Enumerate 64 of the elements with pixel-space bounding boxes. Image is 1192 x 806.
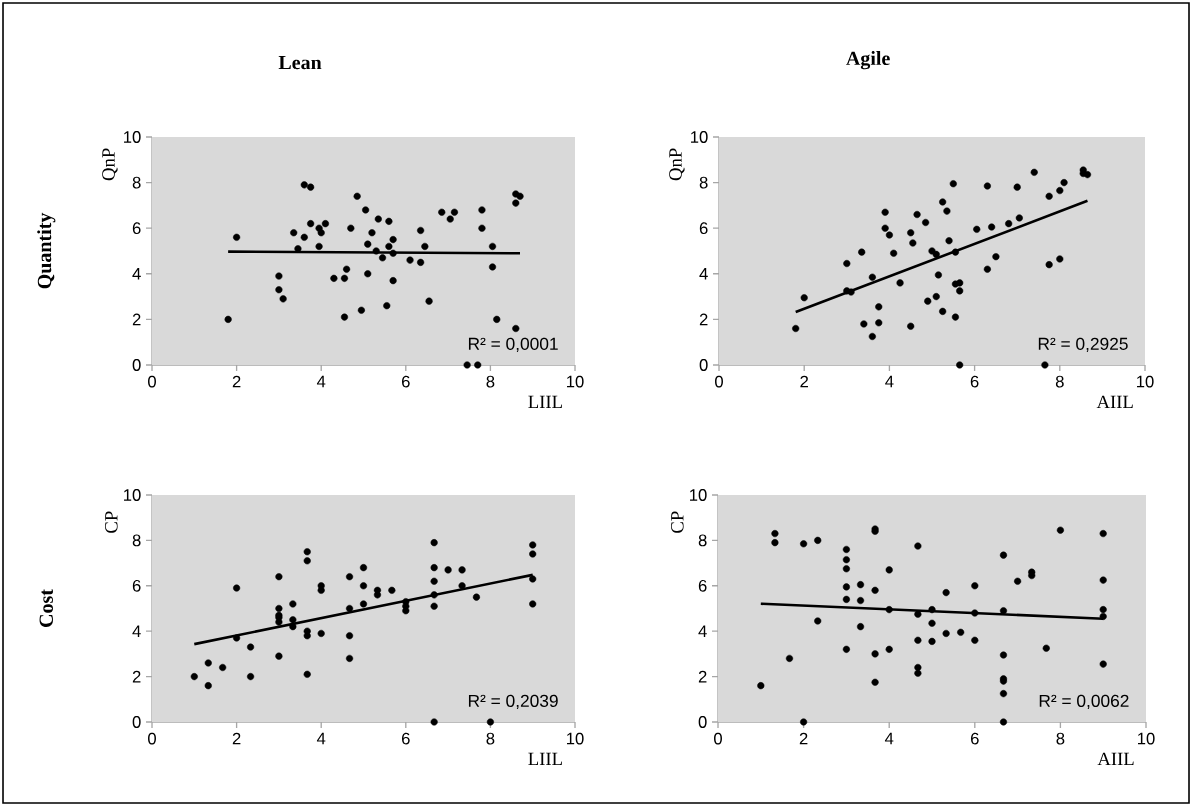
annotation: R² = 0,0062 — [1039, 694, 1129, 710]
x-tick-label: 6 — [402, 375, 410, 388]
y-tick-label: 6 — [132, 579, 141, 592]
y-axis-title: CP — [671, 511, 684, 533]
y-tick-label: 6 — [699, 222, 708, 235]
x-tick-label: 4 — [884, 732, 894, 745]
y-tick-label: 4 — [698, 625, 707, 637]
x-tick-label: 0 — [714, 732, 722, 745]
y-tick-label: 8 — [132, 176, 141, 189]
y-tick-label: 0 — [698, 716, 707, 728]
x-tick-label: 2 — [232, 375, 241, 388]
x-tick-label: 10 — [567, 375, 584, 388]
y-tick-label: 4 — [699, 268, 708, 280]
y-tick-label: 0 — [132, 716, 141, 728]
x-tick-label: 2 — [800, 375, 808, 388]
x-tick-label: 2 — [799, 732, 808, 745]
x-tick-label: 8 — [1056, 732, 1065, 745]
y-tick-label: 2 — [132, 670, 141, 683]
y-tick-label: 10 — [690, 489, 707, 501]
y-tick-label: 10 — [124, 131, 141, 143]
x-tick-label: 0 — [148, 732, 156, 745]
x-tick-label: 6 — [402, 732, 410, 745]
x-axis-title: LIIL — [528, 752, 562, 765]
x-tick-label: 10 — [1138, 732, 1155, 745]
x-tick-label: 10 — [567, 732, 584, 745]
text: Quantity — [37, 212, 56, 289]
x-tick-label: 0 — [715, 375, 723, 388]
y-tick-label: 2 — [132, 313, 141, 326]
x-axis-title: AIIL — [1097, 752, 1134, 766]
y-tick-label: 10 — [691, 131, 708, 143]
text: Cost — [39, 589, 53, 627]
x-tick-label: 4 — [885, 375, 894, 388]
x-axis-title: AIIL — [1096, 395, 1133, 409]
x-tick-label: 8 — [1055, 375, 1064, 388]
y-tick-label: 10 — [124, 489, 141, 501]
y-tick-label: 0 — [699, 359, 708, 371]
y-tick-label: 0 — [132, 359, 141, 371]
annotation: R² = 0,2925 — [1038, 337, 1128, 352]
x-tick-label: 6 — [971, 732, 979, 745]
y-tick-label: 4 — [132, 268, 141, 280]
x-tick-label: 2 — [232, 732, 241, 745]
y-tick-label: 8 — [699, 176, 708, 189]
x-tick-label: 6 — [970, 375, 979, 388]
chart-title: Lean — [278, 55, 322, 70]
annotation: R² = 0,0001 — [468, 337, 558, 352]
y-tick-label: 6 — [132, 222, 141, 235]
x-tick-label: 4 — [316, 732, 326, 745]
x-axis-title: LIIL — [528, 395, 562, 408]
x-tick-label: 0 — [148, 375, 156, 388]
y-tick-label: 2 — [699, 313, 708, 326]
y-axis-title: CP — [105, 511, 118, 533]
x-tick-label: 8 — [486, 375, 495, 388]
annotation: R² = 0,2039 — [468, 694, 558, 710]
chart-title: Agile — [846, 51, 890, 70]
y-axis-title: QnP — [102, 148, 118, 181]
x-tick-label: 4 — [316, 375, 326, 388]
y-tick-label: 8 — [132, 534, 141, 547]
y-tick-label: 8 — [698, 534, 707, 547]
y-axis-title: QnP — [669, 148, 685, 181]
y-tick-label: 4 — [132, 625, 141, 637]
y-tick-label: 6 — [698, 579, 707, 592]
y-tick-label: 2 — [698, 670, 707, 683]
x-tick-label: 10 — [1137, 375, 1154, 388]
x-tick-label: 8 — [486, 732, 495, 745]
